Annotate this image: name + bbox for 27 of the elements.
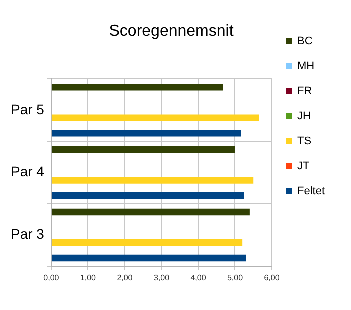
legend-label: JT [297, 160, 310, 173]
bar [52, 177, 254, 184]
x-tick-label: 1,00 [80, 273, 97, 282]
x-tick-label: 2,00 [117, 273, 134, 282]
bar [52, 239, 243, 246]
bar [52, 130, 242, 137]
bar [52, 146, 236, 154]
legend-label: FR [297, 86, 312, 98]
bar [52, 254, 246, 262]
legend-label: TS [297, 136, 312, 148]
x-tick-label: 5,00 [227, 273, 244, 282]
x-tick-label: 4,00 [190, 273, 207, 282]
x-tick-label: 6,00 [264, 273, 280, 282]
y-tick-label: Par 5 [10, 101, 45, 118]
legend-label: Feltet [297, 186, 326, 198]
legend-label: BC [297, 36, 313, 48]
legend-label: JH [297, 110, 311, 123]
y-tick-label: Par 3 [10, 226, 45, 242]
bar [52, 84, 224, 91]
bar [52, 114, 260, 122]
x-tick-label: 3,00 [154, 273, 170, 282]
y-tick-label: Par 4 [10, 164, 45, 180]
chart-title: Scoregennemsnit [109, 23, 234, 40]
bar [52, 208, 250, 216]
bar [52, 192, 244, 200]
x-tick-label: 0,00 [44, 273, 60, 282]
legend-label: MH [297, 60, 315, 73]
